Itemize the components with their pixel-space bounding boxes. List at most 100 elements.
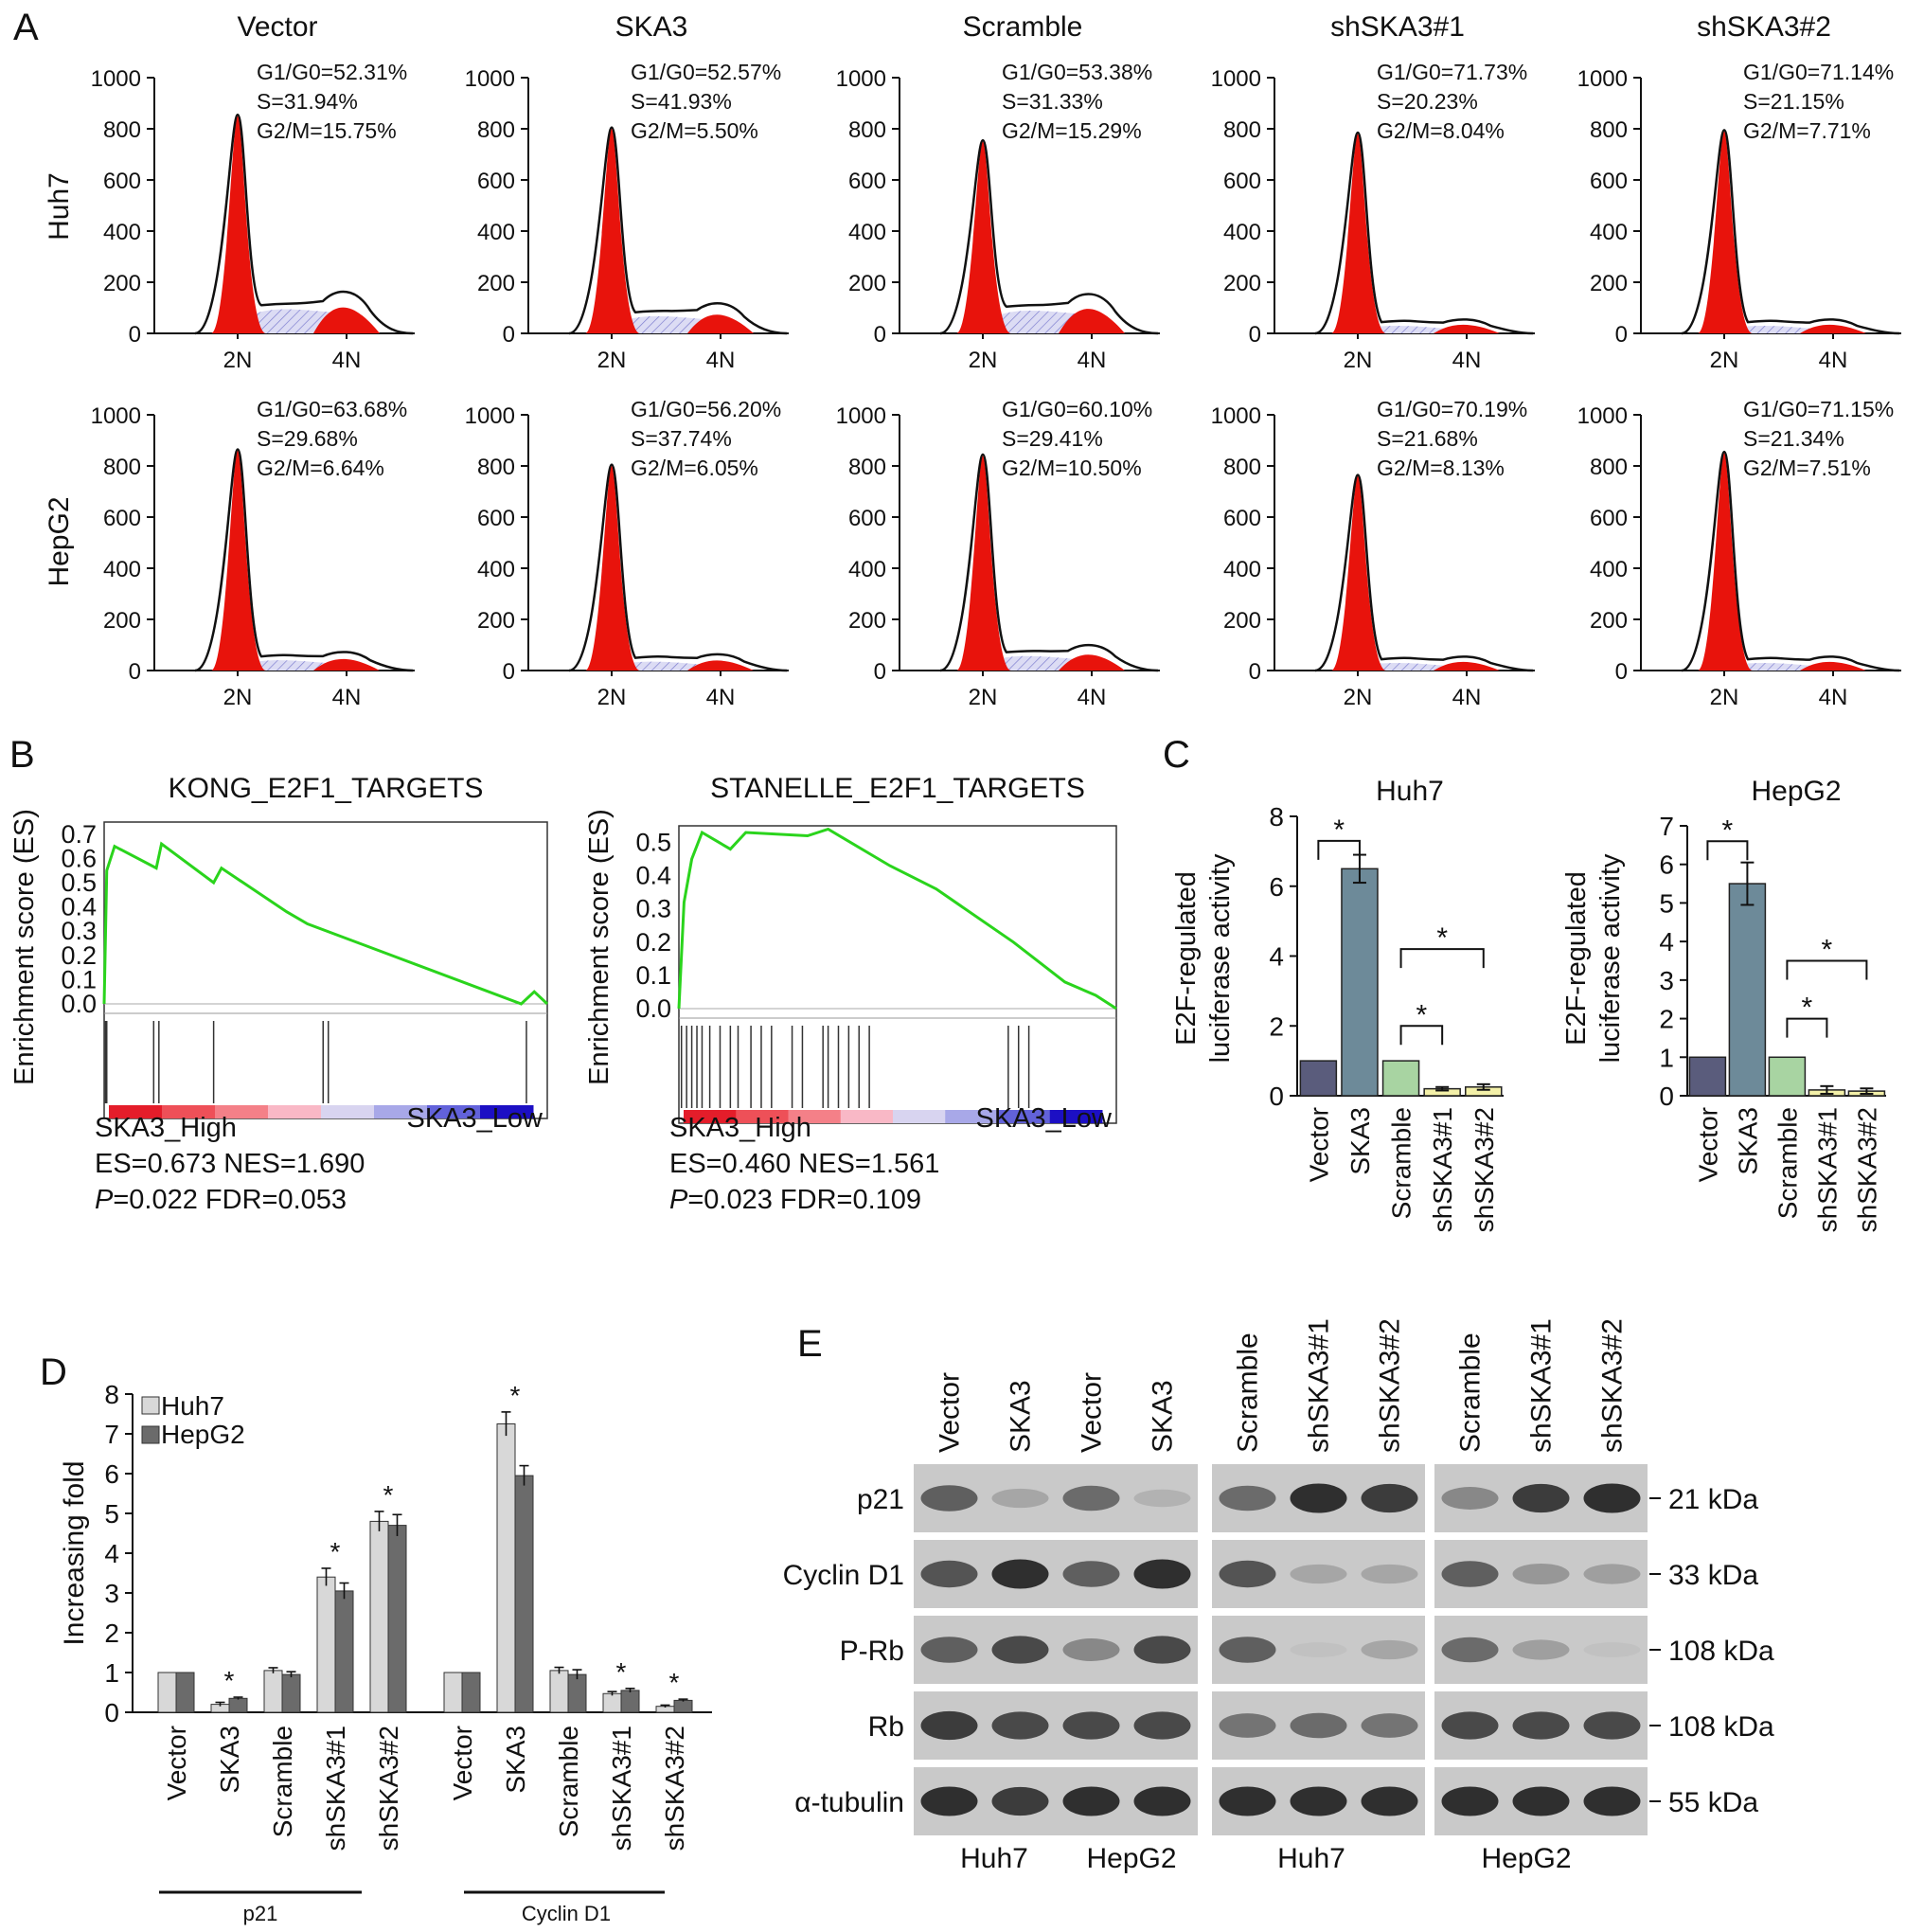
y-tick-label: 5 [104,1499,119,1529]
y-tick-label: 400 [477,557,515,582]
cell-line-label: Huh7 [960,1843,1028,1874]
bar [602,1692,622,1713]
y-tick-label: 7 [1659,812,1674,841]
category-label: shSKA3#1 [1812,1107,1842,1232]
protein-label: α-tubulin [794,1787,904,1818]
protein-band [1361,1786,1418,1816]
y-tick-label: 400 [848,557,886,582]
y-tick-label: 0.2 [61,941,97,970]
y-tick-label: 1 [1659,1043,1674,1072]
protein-band [1219,1786,1276,1816]
cell-line-label: HepG2 [1481,1843,1571,1874]
y-tick-label: 0 [503,322,515,348]
significance-star: * [669,1668,680,1697]
molecular-weight: 21 kDa [1668,1484,1758,1515]
row-label: HepG2 [44,496,75,586]
cell-cycle-stat: G1/G0=71.14% [1743,60,1894,84]
rank-segment [215,1105,269,1118]
y-tick-label: 0.1 [635,961,671,990]
category-label: shSKA3#1 [607,1726,636,1851]
cell-cycle-stat: G1/G0=52.31% [257,60,407,84]
y-tick-label: 0.4 [635,862,671,890]
bar [673,1699,693,1713]
lane-label: shSKA3#1 [1304,1318,1335,1453]
rank-segment [997,1110,1051,1123]
y-tick-label: 0 [129,659,141,685]
protein-band [1512,1711,1570,1740]
cell-cycle-stat: G2/M=7.51% [1743,456,1871,480]
protein-band [1583,1483,1641,1513]
g2-peak [1434,324,1500,333]
p-stats: P=0.023 FDR=0.109 [669,1185,921,1215]
y-tick-label: 800 [103,455,141,480]
rank-segment [1049,1110,1103,1123]
protein-band [1290,1483,1347,1513]
legend-swatch [141,1425,160,1444]
lane-label: Scramble [1233,1333,1264,1453]
y-tick-label: 800 [1590,455,1628,480]
protein-band [1219,1713,1276,1738]
y-tick-label: 800 [477,455,515,480]
protein-label: Rb [868,1711,904,1743]
histogram-outline [1681,129,1900,335]
protein-band [1133,1559,1191,1589]
significance-star: * [616,1657,627,1687]
protein-band [1583,1786,1641,1816]
es-stats: ES=0.460 NES=1.561 [669,1149,939,1179]
bar [514,1475,534,1713]
g1-peak [956,141,1011,333]
y-tick-label: 0 [1269,1082,1284,1111]
significance-star: * [383,1480,394,1510]
gsea-title: STANELLE_E2F1_TARGETS [710,773,1085,804]
protein-label: p21 [857,1484,904,1515]
y-tick-label: 2 [1269,1011,1284,1041]
rank-segment [109,1105,163,1118]
g1-peak [211,450,266,671]
protein-band [920,1710,978,1741]
y-tick-label: 0.1 [61,965,97,993]
molecular-weight: 108 kDa [1668,1711,1774,1743]
cell-cycle-stat: G2/M=8.04% [1377,118,1505,143]
cell-cycle-stat: G1/G0=56.20% [631,397,781,421]
y-tick-label: 400 [103,220,141,245]
y-axis-label: Enrichment score (ES) [9,809,40,1085]
cell-line-label: Huh7 [1277,1843,1345,1874]
panel-letter: D [40,1351,67,1393]
histogram-outline [1681,450,1900,672]
category-label: shSKA3#1 [1428,1107,1457,1232]
bar [157,1672,177,1713]
y-tick-label: 200 [1590,271,1628,296]
y-tick-label: 600 [848,506,886,531]
legend-swatch [141,1396,160,1415]
bar [443,1672,463,1713]
histogram-plot: 1000 800 600 400 200 0 2N 4N G1/G0=70.19% S=21.68… [1211,397,1535,710]
histogram-outline [939,453,1159,672]
protein-band [991,1636,1049,1664]
protein-band [1441,1786,1499,1816]
y-tick-label: 400 [1590,557,1628,582]
y-tick-label: 600 [1223,506,1261,531]
histogram-plot: 1000 800 600 400 200 0 2N 4N G1/G0=52.31% S=31.94… [91,60,415,373]
lane-label: SKA3 [1006,1380,1037,1453]
bar [620,1690,640,1713]
g1-peak [1698,453,1753,671]
rank-segment [321,1105,375,1118]
protein-band [1062,1485,1120,1512]
plot-frame [103,821,548,1119]
cell-cycle-stat: G2/M=5.50% [631,118,758,143]
x-tick-label: 4N [706,685,736,710]
rank-label-low: SKA3_Low [976,1103,1113,1134]
y-tick-label: 1000 [1577,403,1628,429]
g1-peak [956,456,1011,671]
y-tick-label: 200 [1223,608,1261,634]
x-tick-label: 2N [597,685,627,710]
histogram-plot: 1000 800 600 400 200 0 2N 4N G1/G0=71.15% S=21.34… [1577,397,1901,710]
enrichment-curve [102,841,549,1006]
y-tick-label: 400 [103,557,141,582]
group-label: p21 [243,1902,278,1925]
category-label: shSKA3#1 [321,1726,350,1851]
chart-title: HepG2 [1751,776,1841,807]
significance-bracket [1786,1017,1828,1038]
row-label: Huh7 [44,172,75,241]
cell-cycle-stat: G2/M=6.05% [631,456,758,480]
